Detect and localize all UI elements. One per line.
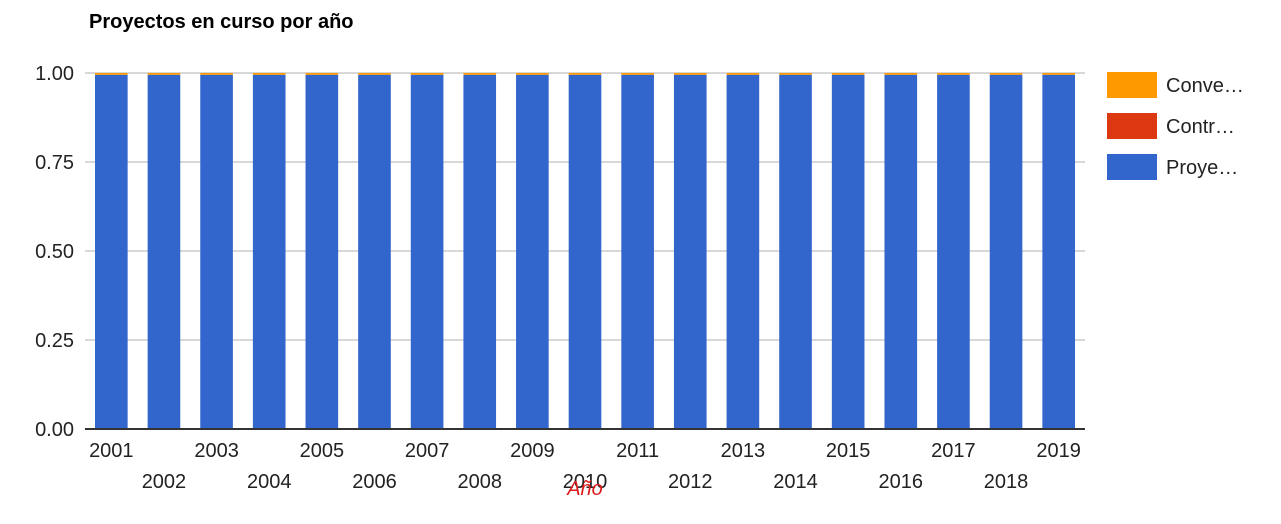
x-tick-label: 2010	[563, 471, 608, 493]
bar-2007-conve[interactable]	[410, 73, 444, 75]
y-axis: 0.00 0.25 0.50 0.75 1.00	[35, 63, 1085, 441]
bar-2005-proye[interactable]	[305, 74, 339, 429]
x-tick-label: 2006	[352, 471, 397, 493]
bar-2010-proye[interactable]	[568, 74, 602, 429]
x-axis-title: Año	[566, 478, 603, 500]
bar-2008-proye[interactable]	[463, 74, 497, 429]
bar-2009-conve[interactable]	[516, 73, 549, 75]
legend-swatch	[1107, 72, 1157, 98]
bars	[95, 73, 1075, 429]
legend-swatch	[1107, 154, 1157, 180]
bar-2004-proye[interactable]	[252, 74, 286, 429]
bar-2012-proye[interactable]	[673, 74, 707, 429]
bar-2007-proye[interactable]	[410, 74, 444, 429]
bar-2016-conve[interactable]	[884, 73, 918, 75]
bar-2005-conve[interactable]	[305, 73, 339, 75]
bar-2016-proye[interactable]	[884, 74, 918, 429]
bar-2013-conve[interactable]	[726, 73, 760, 75]
legend-label: Conve…	[1166, 75, 1244, 97]
bar-2013-proye[interactable]	[726, 74, 760, 429]
bar-2012-conve[interactable]	[673, 73, 707, 75]
bar-2011-conve[interactable]	[621, 73, 654, 75]
bar-2015-conve[interactable]	[831, 73, 865, 75]
bar-2004-conve[interactable]	[252, 73, 286, 75]
bar-2014-conve[interactable]	[779, 73, 812, 75]
legend: Conve… Contr… Proye…	[1107, 72, 1244, 180]
bar-2011-proye[interactable]	[621, 74, 654, 429]
x-tick-label: 2012	[668, 471, 713, 493]
bar-2018-conve[interactable]	[989, 73, 1023, 75]
x-tick-label: 2013	[721, 440, 766, 462]
legend-label: Contr…	[1166, 116, 1235, 138]
bar-2001-conve[interactable]	[95, 73, 128, 75]
bar-2006-proye[interactable]	[358, 74, 391, 429]
y-tick-label: 0.75	[35, 152, 74, 174]
chart-title: Proyectos en curso por año	[89, 11, 354, 33]
bar-2003-proye[interactable]	[200, 74, 233, 429]
x-tick-label: 2019	[1036, 440, 1081, 462]
bar-2014-proye[interactable]	[779, 74, 812, 429]
x-tick-label: 2008	[457, 471, 502, 493]
legend-swatch	[1107, 113, 1157, 139]
bar-2003-conve[interactable]	[200, 73, 233, 75]
y-tick-label: 1.00	[35, 63, 74, 85]
bar-2008-conve[interactable]	[463, 73, 497, 75]
y-tick-label: 0.25	[35, 330, 74, 352]
bar-2010-conve[interactable]	[568, 73, 602, 75]
bar-2018-proye[interactable]	[989, 74, 1023, 429]
x-tick-label: 2002	[142, 471, 187, 493]
y-tick-label: 0.00	[35, 419, 74, 441]
x-tick-label: 2007	[405, 440, 450, 462]
x-tick-label: 2003	[194, 440, 239, 462]
bar-2017-conve[interactable]	[937, 73, 970, 75]
x-tick-label: 2004	[247, 471, 292, 493]
x-axis: 2001 2002 2003 2004 2005 2006 2007 2008 2009 2010…	[89, 440, 1081, 493]
x-tick-label: 2001	[89, 440, 134, 462]
x-tick-label: 2011	[616, 440, 659, 462]
x-tick-label: 2018	[984, 471, 1029, 493]
x-tick-label: 2005	[300, 440, 345, 462]
x-tick-label: 2009	[510, 440, 555, 462]
bar-2006-conve[interactable]	[358, 73, 391, 75]
bar-2015-proye[interactable]	[831, 74, 865, 429]
bar-2019-conve[interactable]	[1042, 73, 1075, 75]
bar-2009-proye[interactable]	[516, 74, 549, 429]
bar-2017-proye[interactable]	[937, 74, 970, 429]
bar-2001-proye[interactable]	[95, 74, 128, 429]
x-tick-label: 2014	[773, 471, 818, 493]
x-tick-label: 2017	[931, 440, 976, 462]
bar-2002-conve[interactable]	[147, 73, 181, 75]
y-tick-label: 0.50	[35, 241, 74, 263]
bar-2019-proye[interactable]	[1042, 74, 1075, 429]
bar-2002-proye[interactable]	[147, 74, 181, 429]
x-tick-label: 2016	[879, 471, 924, 493]
legend-label: Proye…	[1166, 157, 1238, 179]
x-tick-label: 2015	[826, 440, 871, 462]
